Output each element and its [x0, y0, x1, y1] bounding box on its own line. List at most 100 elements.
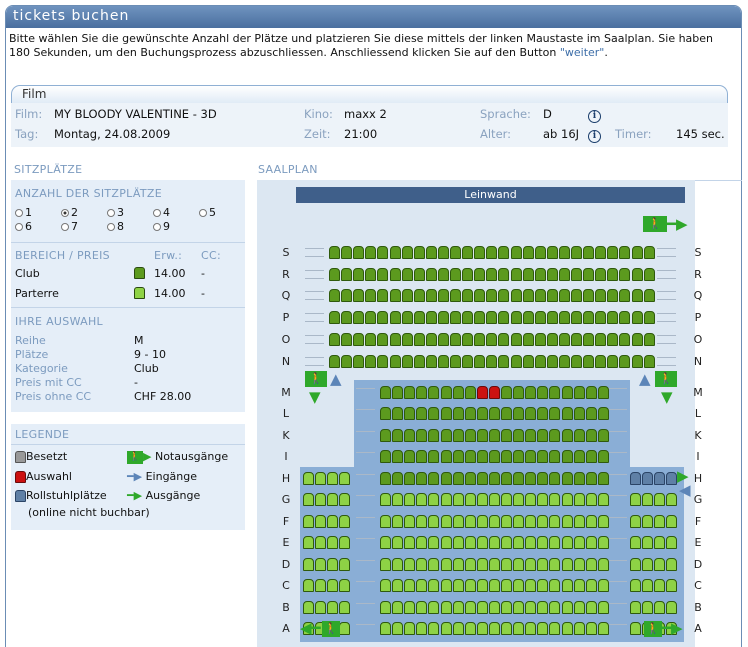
seat-P-26[interactable]: [631, 311, 643, 325]
seat-P-22[interactable]: [583, 311, 595, 325]
seat-L-17[interactable]: [573, 407, 585, 421]
seat-F-8[interactable]: [464, 514, 476, 528]
seat-Q-9[interactable]: [425, 289, 437, 303]
seat-M-6[interactable]: [440, 386, 452, 399]
seat-C-14[interactable]: [537, 579, 549, 593]
seat-N-19[interactable]: [546, 354, 558, 368]
seat-O-18[interactable]: [534, 332, 546, 346]
seat-H-2[interactable]: [392, 471, 404, 485]
seat-O-13[interactable]: [474, 332, 486, 346]
seat-S-25[interactable]: [619, 246, 631, 259]
seat-P-19[interactable]: [546, 311, 558, 325]
seat-K-5[interactable]: [428, 428, 440, 442]
seat-H-6[interactable]: [440, 471, 452, 485]
seat-A-10[interactable]: [488, 621, 500, 635]
seat-F-6[interactable]: [440, 514, 452, 528]
seat-R-8[interactable]: [413, 267, 425, 281]
seat-B-3[interactable]: [404, 600, 416, 614]
seat-L-1[interactable]: [380, 407, 391, 421]
seat-C-L1[interactable]: [303, 579, 314, 593]
seat-M-4[interactable]: [416, 386, 428, 399]
seat-I-13[interactable]: [525, 450, 537, 464]
seat-F-19[interactable]: [597, 514, 609, 528]
seat-P-17[interactable]: [522, 311, 534, 325]
seat-P-25[interactable]: [619, 311, 631, 325]
seat-C-1[interactable]: [380, 579, 391, 593]
seat-P-8[interactable]: [413, 311, 425, 325]
seat-F-15[interactable]: [549, 514, 561, 528]
seat-P-1[interactable]: [329, 311, 340, 325]
seat-H-11[interactable]: [501, 471, 512, 485]
anzahl-radio-7[interactable]: 7: [61, 220, 78, 233]
seat-O-15[interactable]: [498, 332, 510, 346]
seat-G-R4[interactable]: [666, 493, 678, 507]
seat-R-24[interactable]: [607, 267, 619, 281]
seat-N-27[interactable]: [643, 354, 655, 368]
seat-M-8[interactable]: [464, 386, 476, 399]
seat-N-3[interactable]: [353, 354, 365, 368]
seat-B-4[interactable]: [416, 600, 428, 614]
seat-C-5[interactable]: [428, 579, 440, 593]
seat-P-23[interactable]: [595, 311, 607, 325]
seat-Q-22[interactable]: [583, 289, 595, 303]
seat-M-17[interactable]: [573, 386, 585, 399]
seat-L-12[interactable]: [513, 407, 525, 421]
seat-S-19[interactable]: [546, 246, 558, 259]
seat-N-23[interactable]: [595, 354, 607, 368]
seat-R-23[interactable]: [595, 267, 607, 281]
seat-I-14[interactable]: [537, 450, 549, 464]
seat-L-6[interactable]: [440, 407, 452, 421]
seat-C-3[interactable]: [404, 579, 416, 593]
seat-A-17[interactable]: [573, 621, 585, 635]
seat-F-7[interactable]: [452, 514, 464, 528]
seat-G-14[interactable]: [537, 493, 549, 507]
seat-B-15[interactable]: [549, 600, 561, 614]
seat-F-R3[interactable]: [654, 514, 666, 528]
seat-C-7[interactable]: [452, 579, 464, 593]
seat-N-10[interactable]: [437, 354, 449, 368]
seat-L-3[interactable]: [404, 407, 416, 421]
seat-B-12[interactable]: [513, 600, 525, 614]
seat-N-14[interactable]: [486, 354, 498, 368]
seat-P-4[interactable]: [365, 311, 377, 325]
seat-F-L4[interactable]: [339, 514, 351, 528]
seat-M-3[interactable]: [404, 386, 416, 399]
anzahl-radio-4[interactable]: 4: [153, 206, 170, 219]
seat-A-R4[interactable]: [666, 621, 678, 635]
seat-O-22[interactable]: [583, 332, 595, 346]
seat-S-16[interactable]: [510, 246, 522, 259]
seat-E-11[interactable]: [501, 536, 512, 550]
anzahl-radio-6[interactable]: 6: [15, 220, 32, 233]
seat-P-9[interactable]: [425, 311, 437, 325]
seat-I-8[interactable]: [464, 450, 476, 464]
seat-N-13[interactable]: [474, 354, 486, 368]
seat-P-6[interactable]: [389, 311, 401, 325]
seat-H-16[interactable]: [561, 471, 573, 485]
seat-K-15[interactable]: [549, 428, 561, 442]
seat-P-15[interactable]: [498, 311, 510, 325]
seat-F-L3[interactable]: [327, 514, 339, 528]
seat-O-6[interactable]: [389, 332, 401, 346]
seat-B-17[interactable]: [573, 600, 585, 614]
seat-C-10[interactable]: [488, 579, 500, 593]
seat-R-14[interactable]: [486, 267, 498, 281]
seat-F-R4[interactable]: [666, 514, 678, 528]
seat-O-16[interactable]: [510, 332, 522, 346]
seat-F-3[interactable]: [404, 514, 416, 528]
seat-G-L2[interactable]: [315, 493, 327, 507]
seat-S-4[interactable]: [365, 246, 377, 259]
seat-S-23[interactable]: [595, 246, 607, 259]
seat-B-18[interactable]: [585, 600, 597, 614]
seat-F-16[interactable]: [561, 514, 573, 528]
seat-R-26[interactable]: [631, 267, 643, 281]
seat-G-7[interactable]: [452, 493, 464, 507]
seat-K-14[interactable]: [537, 428, 549, 442]
seat-L-7[interactable]: [452, 407, 464, 421]
seat-G-18[interactable]: [585, 493, 597, 507]
seat-I-4[interactable]: [416, 450, 428, 464]
seat-S-1[interactable]: [329, 246, 340, 259]
seat-Q-3[interactable]: [353, 289, 365, 303]
seat-K-1[interactable]: [380, 428, 391, 442]
seat-E-R3[interactable]: [654, 536, 666, 550]
seat-S-13[interactable]: [474, 246, 486, 259]
